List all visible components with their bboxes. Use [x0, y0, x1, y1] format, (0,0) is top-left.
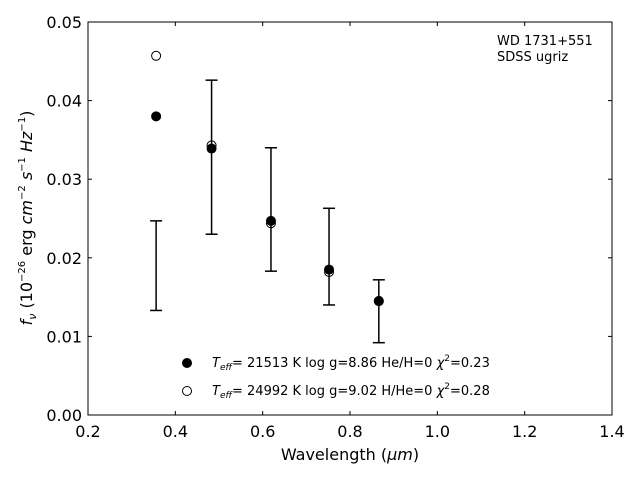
legend-marker-filled — [182, 358, 192, 368]
survey-label: SDSS ugriz — [497, 50, 568, 65]
x-axis: 0.2 0.4 0.6 0.8 1.0 1.2 1.4 — [75, 22, 625, 441]
model-point-open — [206, 140, 217, 151]
data-points — [151, 50, 384, 307]
legend-marker-open — [182, 386, 192, 396]
x-tick-label: 1.0 — [425, 422, 450, 441]
y-tick-label: 0.05 — [46, 13, 82, 32]
model-point-open — [373, 296, 384, 307]
legend: Teff= 21513 K log g=8.86 He/H=0 χ2=0.23 … — [182, 354, 490, 401]
y-tick-label: 0.01 — [46, 327, 82, 346]
model-point-filled — [151, 111, 162, 122]
x-tick-label: 0.6 — [250, 422, 275, 441]
model-point-open — [265, 218, 276, 229]
x-tick-label: 1.2 — [512, 422, 537, 441]
model-point-filled — [206, 143, 217, 154]
y-tick-label: 0.03 — [46, 170, 82, 189]
plot-area — [87, 21, 613, 416]
error-bars — [150, 79, 385, 344]
y-tick-label: 0.00 — [46, 406, 82, 425]
y-tick-label: 0.04 — [46, 92, 82, 111]
y-axis-label: fν (10−26 erg cm−2 s−1 Hz−1) — [17, 111, 39, 326]
model-point-filled — [324, 264, 335, 275]
model-point-open — [151, 50, 162, 61]
y-tick-label: 0.02 — [46, 249, 82, 268]
legend-entry-1: Teff= 21513 K log g=8.86 He/H=0 χ2=0.23 — [212, 354, 490, 373]
x-tick-label: 1.4 — [599, 422, 624, 441]
legend-entry-2: Teff= 24992 K log g=9.02 H/He=0 χ2=0.28 — [212, 382, 490, 401]
x-tick-label: 0.4 — [163, 422, 188, 441]
target-label: WD 1731+551 — [497, 34, 593, 49]
x-tick-label: 0.8 — [337, 422, 362, 441]
model-point-filled — [265, 215, 276, 226]
y-axis: 0.00 0.01 0.02 0.03 0.04 0.05 — [46, 13, 612, 425]
x-axis-label: Wavelength (μm) — [281, 445, 419, 464]
model-point-open — [324, 266, 335, 277]
x-tick-label: 0.2 — [75, 422, 100, 441]
